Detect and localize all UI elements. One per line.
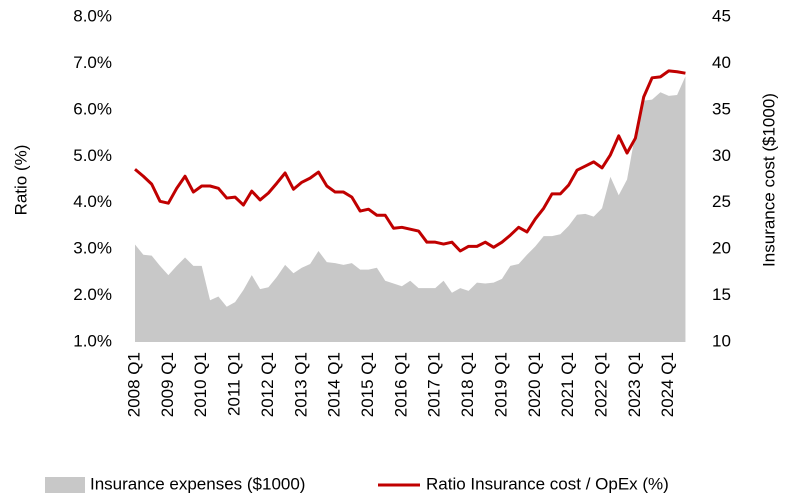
y2-tick-label: 10 [712, 331, 731, 350]
line [134, 69, 686, 253]
x-tick-label: 2012 Q1 [258, 352, 277, 417]
y-tick-label: 1.0% [73, 331, 112, 350]
x-tick-label: 2014 Q1 [325, 352, 344, 417]
y-tick-label: 5.0% [73, 146, 112, 165]
x-tick-label: 2009 Q1 [158, 352, 177, 417]
x-tick-label: 2016 Q1 [391, 352, 410, 417]
y2-tick-label: 25 [712, 192, 731, 211]
x-tick-label: 2020 Q1 [525, 352, 544, 417]
x-tick-label: 2018 Q1 [458, 352, 477, 417]
legend-label: Insurance expenses ($1000) [90, 474, 305, 493]
y2-tick-label: 15 [712, 285, 731, 304]
legend-swatch [45, 477, 85, 493]
y-tick-label: 8.0% [73, 6, 112, 25]
y2-tick-label: 35 [712, 99, 731, 118]
legend-label: Ratio Insurance cost / OpEx (%) [426, 474, 669, 493]
area [135, 76, 686, 342]
y-axis-title: Ratio (%) [11, 145, 30, 216]
y2-tick-label: 30 [712, 146, 731, 165]
y2-tick-label: 45 [712, 6, 731, 25]
y2-axis-title: Insurance cost ($1000) [759, 93, 778, 267]
x-tick-label: 2011 Q1 [225, 352, 244, 416]
x-tick-label: 2019 Q1 [491, 352, 510, 417]
y-tick-label: 6.0% [73, 99, 112, 118]
x-tick-label: 2023 Q1 [625, 352, 644, 417]
y2-tick-label: 20 [712, 239, 731, 258]
x-tick-label: 2013 Q1 [291, 352, 310, 417]
x-tick-label: 2022 Q1 [592, 352, 611, 417]
y2-tick-label: 40 [712, 53, 731, 72]
y-tick-label: 2.0% [73, 285, 112, 304]
x-tick-label: 2017 Q1 [425, 352, 444, 417]
x-tick-label: 2015 Q1 [358, 352, 377, 417]
x-tick-label: 2008 Q1 [124, 352, 143, 417]
y-tick-label: 4.0% [73, 192, 112, 211]
x-tick-label: 2024 Q1 [658, 352, 677, 417]
y-tick-label: 7.0% [73, 53, 112, 72]
y-tick-label: 3.0% [73, 239, 112, 258]
x-tick-label: 2010 Q1 [191, 352, 210, 417]
x-tick-label: 2021 Q1 [558, 352, 577, 417]
